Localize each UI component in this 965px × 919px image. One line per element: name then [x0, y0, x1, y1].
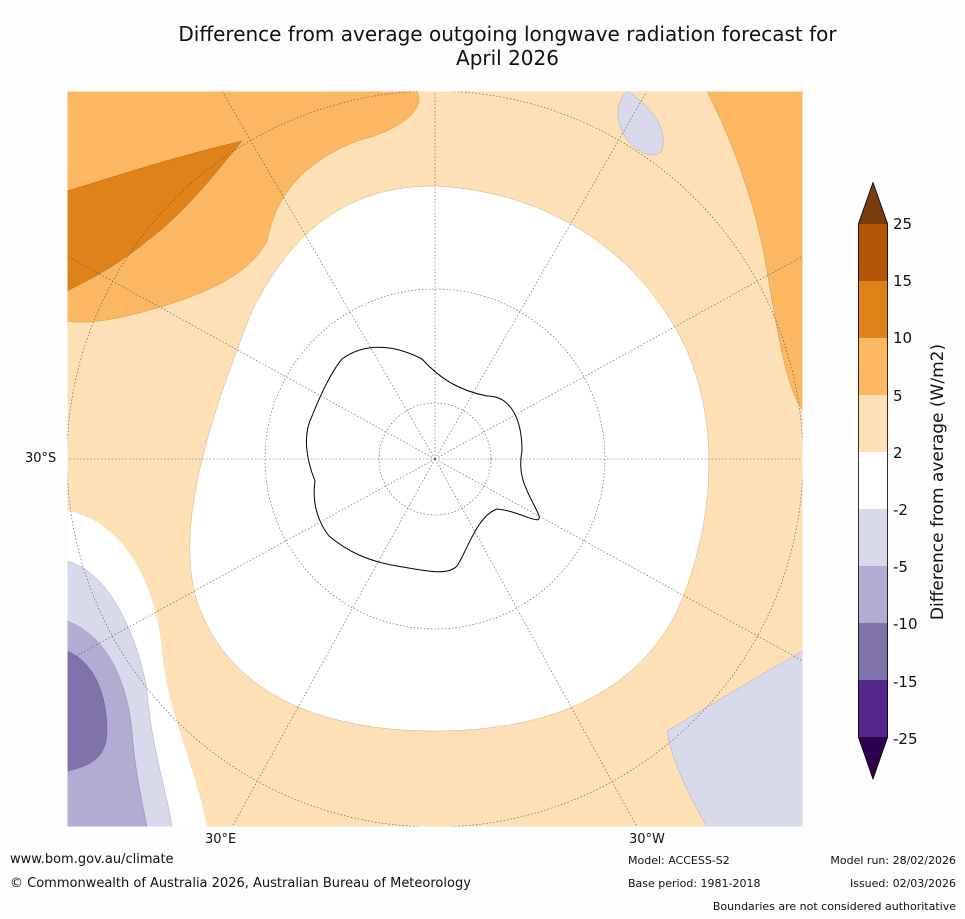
graticule	[67, 91, 803, 827]
polar-map	[67, 91, 803, 827]
colorbar-tick: 2	[893, 444, 903, 462]
colorbar-tick: -5	[893, 558, 908, 576]
colorbar-tick: -15	[893, 673, 918, 691]
colorbar-segment-neutral	[858, 452, 888, 509]
anomaly-topright-pos-5-10	[706, 91, 803, 412]
anomaly-lowerleft-neg-10-15	[67, 650, 108, 772]
colorbar-tick: -10	[893, 615, 918, 633]
anomaly-ring-positive-2-5	[67, 91, 803, 827]
lat-label-30s: 30°S	[25, 451, 57, 466]
antarctica-coastline	[306, 346, 540, 573]
colorbar-segment-neg-10-15	[858, 623, 888, 680]
colorbar-segment-2-5	[858, 395, 888, 452]
anomaly-topleft-pos-10-15	[67, 140, 243, 292]
colorbar-segment-neg-2-5	[858, 509, 888, 566]
footer-website[interactable]: www.bom.gov.au/climate	[10, 852, 174, 867]
chart-title-line2: April 2026	[456, 46, 559, 70]
chart-title: Difference from average outgoing longwav…	[100, 22, 915, 70]
colorbar-segment-neg-15-25	[858, 680, 888, 737]
footer-model: Model: ACCESS-S2	[628, 854, 730, 867]
colorbar-tick: 25	[893, 215, 913, 233]
colorbar-extend-bottom	[858, 737, 888, 779]
footer-copyright: © Commonwealth of Australia 2026, Austra…	[10, 876, 471, 891]
colorbar-tick: -25	[893, 730, 918, 748]
anomaly-topleft-pos-5-10	[67, 91, 420, 323]
colorbar-segment-15-25	[858, 224, 888, 281]
anomaly-right-neg-2-5	[666, 650, 803, 827]
colorbar	[858, 182, 888, 781]
colorbar-tick: 5	[893, 387, 903, 405]
colorbar-extend-top	[858, 182, 888, 224]
lon-label-30e: 30°E	[205, 832, 237, 847]
footer-disclaimer: Boundaries are not considered authoritat…	[712, 900, 956, 913]
colorbar-segment-10-15	[858, 281, 888, 338]
anomaly-top-neg-2-5	[617, 91, 664, 156]
colorbar-tick: 10	[893, 329, 913, 347]
footer-model-run: Model run: 28/02/2026	[830, 854, 956, 867]
colorbar-tick: 15	[893, 272, 913, 290]
colorbar-segment-5-10	[858, 338, 888, 395]
lon-label-30w: 30°W	[629, 832, 665, 847]
colorbar-label: Difference from average (W/m2)	[928, 343, 948, 621]
chart-title-line1: Difference from average outgoing longwav…	[178, 22, 837, 46]
colorbar-tick: -2	[893, 501, 908, 519]
colorbar-segment-neg-5-10	[858, 566, 888, 623]
footer-base-period: Base period: 1981-2018	[628, 877, 761, 890]
footer-issued: Issued: 02/03/2026	[849, 877, 956, 890]
